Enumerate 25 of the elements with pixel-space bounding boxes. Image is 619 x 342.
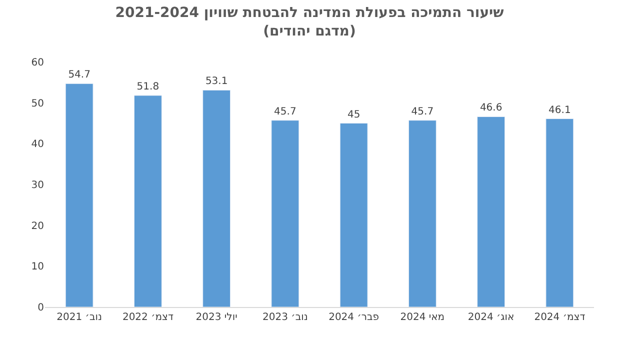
data-label: 46.6 <box>480 102 502 114</box>
y-tick-label: 10 <box>31 262 44 273</box>
y-tick-label: 30 <box>31 180 44 191</box>
y-tick-label: 40 <box>31 139 44 150</box>
y-tick-label: 20 <box>31 220 44 232</box>
y-tick-label: 50 <box>31 98 44 110</box>
data-label: 45.7 <box>411 106 434 118</box>
y-tick-label: 60 <box>31 58 44 68</box>
x-tick-label: נוב׳ 2023 <box>262 312 308 323</box>
x-tick-label: אוג׳ 2024 <box>468 312 514 323</box>
x-tick-label: נוב׳ 2021 <box>56 312 102 323</box>
x-tick-label: דצמ׳ 2022 <box>122 312 174 323</box>
data-label: 53.1 <box>205 76 228 88</box>
chart-subtitle: (מדגם יהודים) <box>263 23 356 40</box>
data-label: 45 <box>347 109 360 120</box>
data-label: 46.1 <box>548 104 571 116</box>
x-tick-label: פבר׳ 2024 <box>328 312 380 323</box>
x-tick-label: דצמ׳ 2024 <box>534 312 586 323</box>
x-tick-label: מאי 2024 <box>400 312 445 323</box>
x-tick-label: יולי 2023 <box>196 312 238 323</box>
data-label: 54.7 <box>68 70 90 81</box>
chart-title: שיעור התמיכה בפעולת המדינה להבטחת שוויון 2021-2024 <box>115 5 504 22</box>
data-label: 45.7 <box>274 106 296 118</box>
data-label: 51.8 <box>136 81 160 92</box>
y-tick-label: 0 <box>38 302 44 314</box>
